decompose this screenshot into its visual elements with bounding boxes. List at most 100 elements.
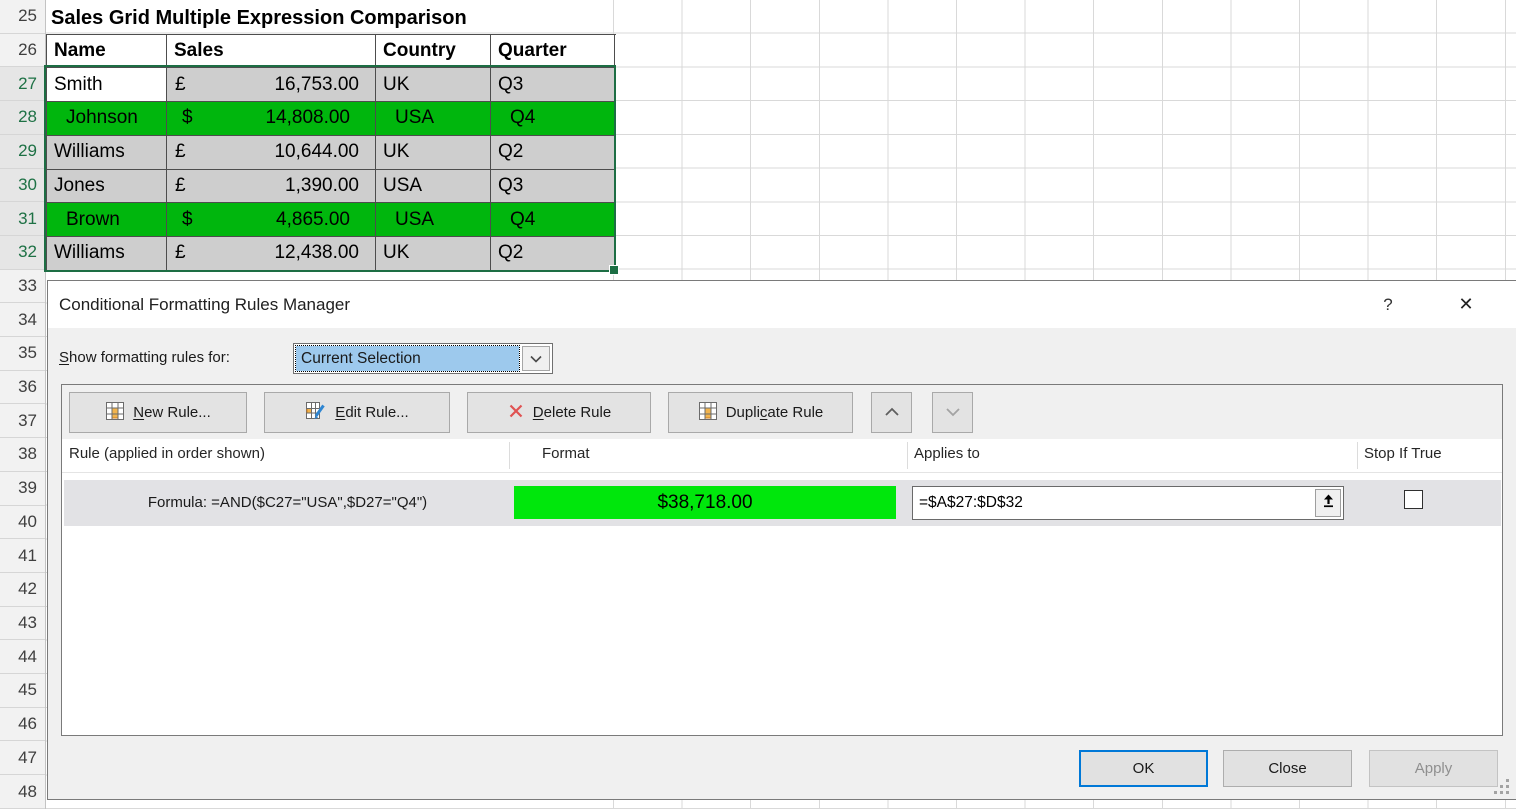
row-header[interactable]: 34 [0, 303, 45, 338]
sheet-cell[interactable]: Jones [47, 169, 167, 204]
stop-if-true-checkbox[interactable] [1404, 490, 1423, 509]
sheet-cell[interactable]: USA [376, 169, 491, 204]
currency-symbol: $ [182, 208, 193, 230]
access-key: S [59, 349, 70, 366]
list-header-stop: Stop If True [1364, 445, 1442, 462]
sales-table: Name Sales Country Quarter Smith £16,753… [46, 33, 616, 271]
sheet-cell[interactable]: Q3 [491, 68, 615, 103]
delete-icon [507, 402, 525, 424]
close-button[interactable]: Close [1223, 750, 1352, 787]
sheet-cell[interactable]: Q2 [491, 135, 615, 170]
sheet-cell[interactable]: $14,808.00 [167, 102, 376, 136]
apply-button[interactable]: Apply [1369, 750, 1498, 787]
sheet-cell[interactable]: Q3 [491, 169, 615, 204]
column-header-cell[interactable]: Name [47, 34, 167, 69]
amount: 4,865.00 [276, 208, 350, 230]
row-header[interactable]: 42 [0, 573, 45, 607]
row-header[interactable]: 26 [0, 34, 45, 68]
sheet-cell[interactable]: USA [376, 203, 491, 237]
header-separator [62, 472, 1502, 473]
chevron-up-icon [884, 404, 900, 421]
row-header[interactable]: 46 [0, 708, 45, 742]
row-header[interactable]: 43 [0, 607, 45, 641]
row-header[interactable]: 39 [0, 472, 45, 506]
row-header[interactable]: 36 [0, 371, 45, 405]
sheet-cell[interactable]: $4,865.00 [167, 203, 376, 237]
column-header-cell[interactable]: Quarter [491, 34, 615, 69]
amount: 10,644.00 [274, 141, 359, 163]
sheet-cell[interactable]: £16,753.00 [167, 68, 376, 103]
row-header[interactable]: 38 [0, 438, 45, 472]
sheet-cell[interactable]: £12,438.00 [167, 236, 376, 271]
sheet-cell[interactable]: UK [376, 236, 491, 271]
duplicate-rule-icon [698, 401, 718, 425]
row-header[interactable]: 40 [0, 506, 45, 540]
sheet-cell[interactable]: Q2 [491, 236, 615, 271]
row-header[interactable]: 25 [0, 0, 45, 34]
sheet-cell[interactable]: Q4 [491, 102, 615, 136]
row-header[interactable]: 37 [0, 404, 45, 439]
collapse-dialog-button[interactable] [1315, 489, 1341, 517]
button-label: Delete Rule [532, 404, 612, 421]
row-header[interactable]: 30 [0, 168, 45, 203]
applies-to-input[interactable] [913, 487, 1317, 519]
move-rule-down-button[interactable] [932, 392, 973, 433]
edit-rule-button[interactable]: Edit Rule... [264, 392, 450, 433]
sheet-cell[interactable]: Smith [47, 68, 167, 103]
new-rule-button[interactable]: New Rule... [69, 392, 247, 433]
row-header[interactable]: 32 [0, 235, 45, 270]
resize-grip[interactable] [1494, 779, 1510, 795]
show-rules-combobox[interactable]: Current Selection [293, 343, 553, 374]
row-header[interactable]: 48 [0, 775, 45, 809]
row-header[interactable]: 44 [0, 640, 45, 675]
sheet-cell[interactable]: UK [376, 68, 491, 103]
duplicate-rule-button[interactable]: Duplicate Rule [668, 392, 853, 433]
amount: 16,753.00 [274, 73, 359, 95]
sheet-cell[interactable]: Williams [47, 135, 167, 170]
row-header[interactable]: 47 [0, 741, 45, 776]
row-header[interactable]: 29 [0, 134, 45, 169]
edit-rule-icon [305, 401, 327, 425]
row-header[interactable]: 35 [0, 337, 45, 371]
currency-symbol: $ [182, 107, 193, 129]
sheet-cell[interactable]: USA [376, 102, 491, 136]
row-header[interactable]: 27 [0, 67, 45, 102]
dialog-titlebar[interactable]: Conditional Formatting Rules Manager ? ✕ [48, 281, 1516, 328]
sheet-cell[interactable]: Johnson [47, 102, 167, 136]
column-separator [1357, 442, 1358, 469]
ok-button[interactable]: OK [1079, 750, 1208, 787]
column-separator [509, 442, 510, 469]
column-separator [907, 442, 908, 469]
row-header-column: 25 26 27 28 29 30 31 32 33 34 35 36 37 3… [0, 0, 46, 809]
sheet-cell[interactable]: £1,390.00 [167, 169, 376, 204]
sheet-cell[interactable]: UK [376, 135, 491, 170]
sheet-cell[interactable]: Q4 [491, 203, 615, 237]
row-header[interactable]: 41 [0, 539, 45, 573]
row-header[interactable]: 31 [0, 202, 45, 236]
column-header-cell[interactable]: Sales [167, 34, 376, 69]
rule-row[interactable]: Formula: =AND($C27="USA",$D27="Q4") $38,… [64, 480, 1501, 526]
new-rule-icon [105, 401, 125, 425]
chevron-down-icon [945, 404, 961, 421]
amount: 12,438.00 [274, 242, 359, 264]
sheet-cell[interactable]: Williams [47, 236, 167, 271]
close-icon[interactable]: ✕ [1458, 294, 1474, 314]
label-text: how formatting rules for: [69, 349, 230, 366]
combobox-dropdown-button[interactable] [522, 346, 550, 371]
row-header[interactable]: 28 [0, 101, 45, 135]
delete-rule-button[interactable]: Delete Rule [467, 392, 651, 433]
sheet-cell[interactable]: £10,644.00 [167, 135, 376, 170]
rule-description: Formula: =AND($C27="USA",$D27="Q4") [147, 494, 428, 511]
help-button[interactable]: ? [1383, 295, 1393, 314]
move-rule-up-button[interactable] [871, 392, 912, 433]
rule-format-preview: $38,718.00 [514, 486, 896, 519]
list-header-rule: Rule (applied in order shown) [69, 445, 265, 462]
sheet-cell[interactable]: Brown [47, 203, 167, 237]
row-header[interactable]: 33 [0, 270, 45, 304]
fill-handle[interactable] [609, 264, 619, 275]
sheet-title-cell[interactable]: Sales Grid Multiple Expression Compariso… [51, 7, 467, 29]
list-header-applies: Applies to [914, 445, 980, 462]
row-header[interactable]: 45 [0, 674, 45, 708]
column-header-cell[interactable]: Country [376, 34, 491, 69]
